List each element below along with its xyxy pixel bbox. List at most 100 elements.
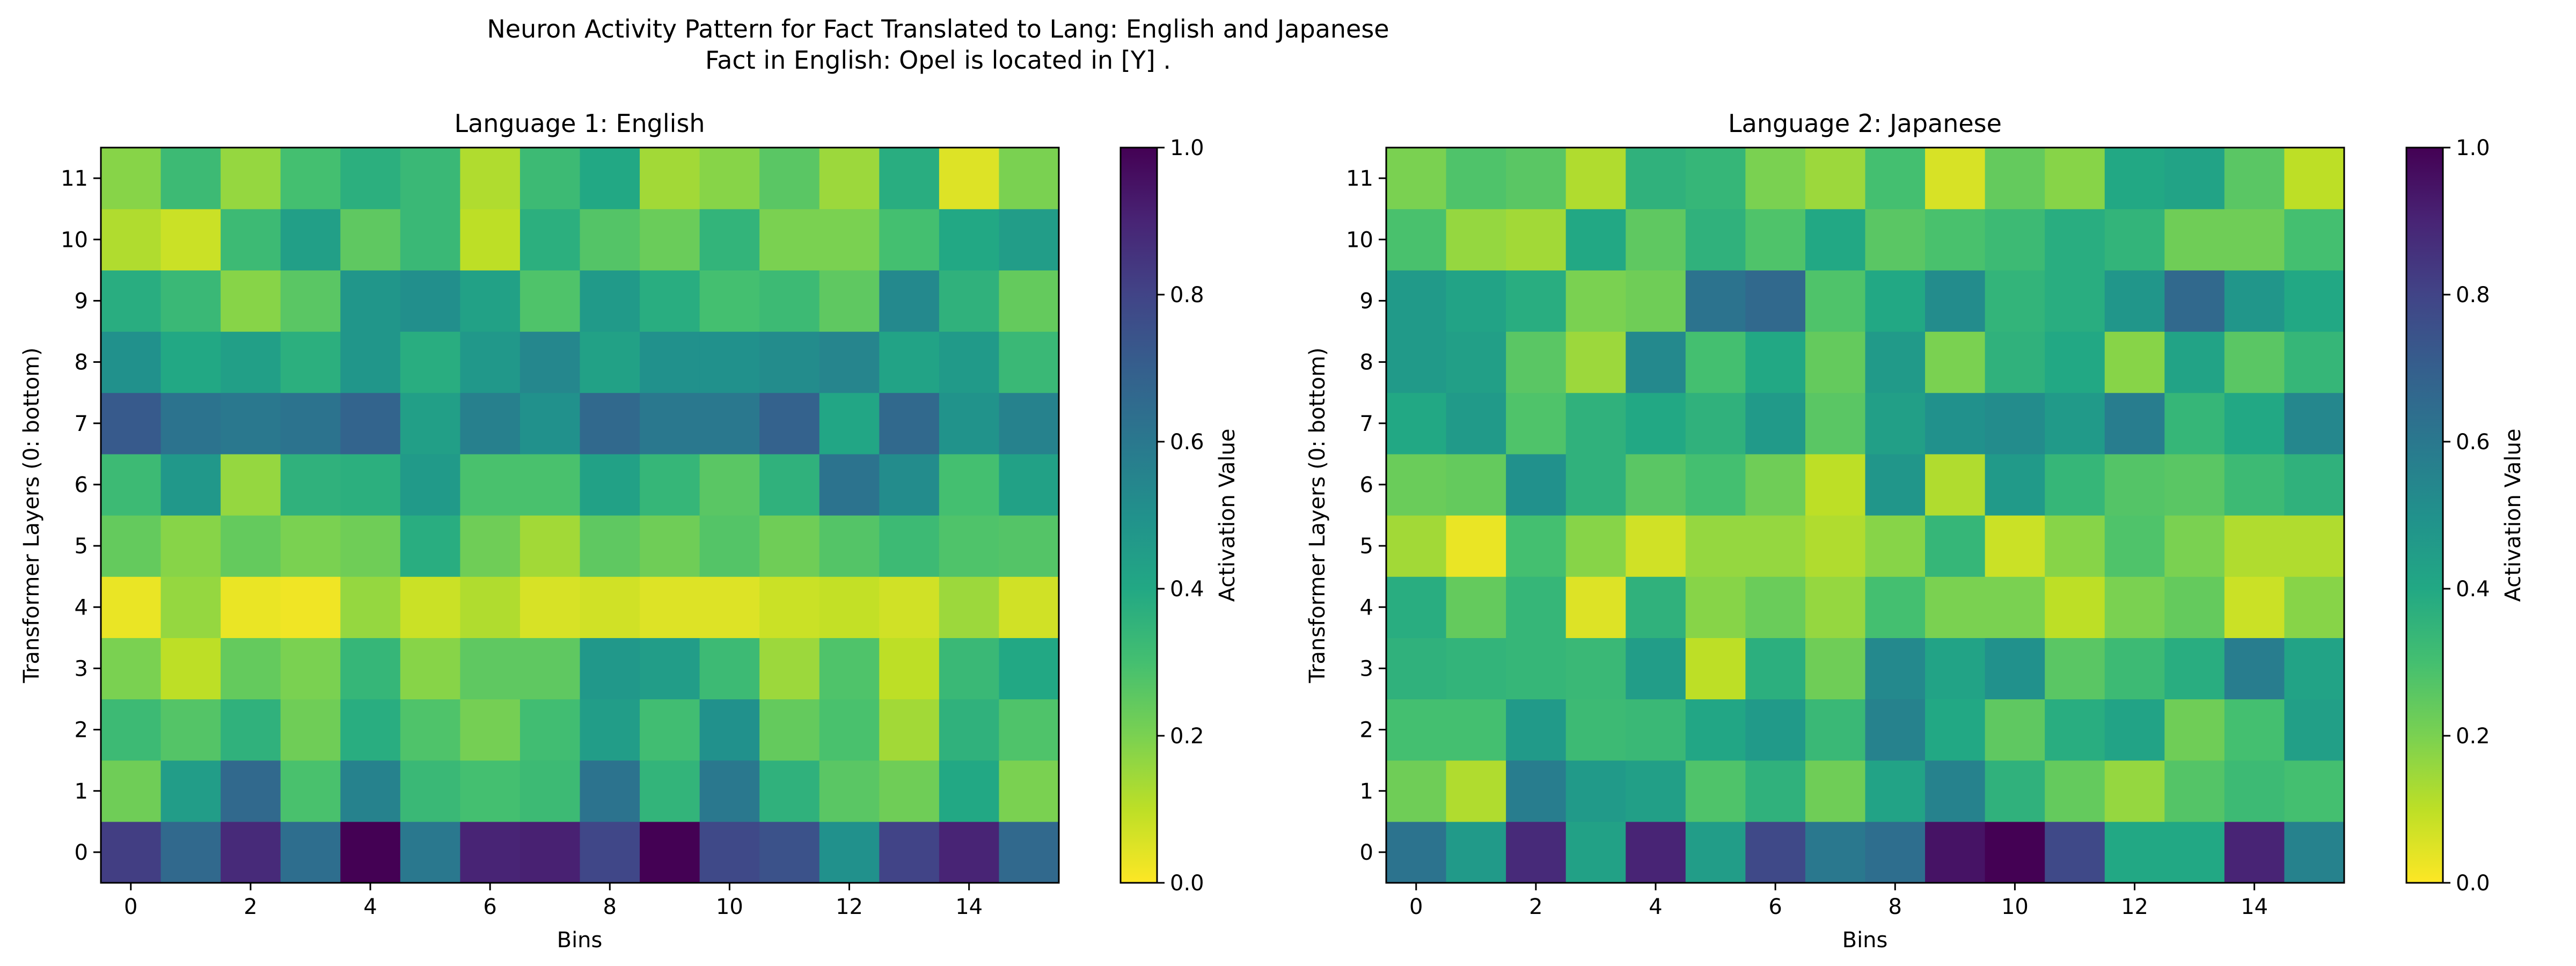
japanese-cell-layer-6-bin-9 [1925,453,1986,516]
english-cell-layer-2-bin-14 [939,699,1000,761]
english-cell-layer-1-bin-10 [699,760,760,822]
english-cell-layer-4-bin-7 [519,576,581,638]
english-cell-layer-11-bin-11 [759,148,820,209]
japanese-cell-layer-10-bin-0 [1386,209,1447,270]
japanese-x-tick-label: 6 [1768,895,1782,919]
panel-japanese: Language 2: Japanese 0 2 4 6 8 10 12 14 0123456… [1305,109,2526,953]
english-cell-layer-1-bin-3 [280,760,341,822]
japanese-cell-layer-1-bin-1 [1446,760,1506,822]
english-cell-layer-1-bin-13 [879,760,940,822]
japanese-cell-layer-11-bin-0 [1386,148,1447,209]
japanese-cell-layer-8-bin-8 [1865,331,1926,393]
japanese-cell-layer-3-bin-10 [1985,638,2045,700]
english-cell-layer-8-bin-15 [999,331,1059,393]
japanese-cell-layer-7-bin-12 [2104,392,2165,455]
japanese-cell-layer-5-bin-9 [1925,515,1986,577]
japanese-cell-layer-5-bin-11 [2045,515,2105,577]
japanese-cell-layer-3-bin-3 [1565,638,1626,700]
japanese-y-tick-label: 3 [1360,656,1373,681]
japanese-cell-layer-10-bin-3 [1565,209,1626,270]
english-cell-layer-7-bin-12 [819,392,880,455]
japanese-cell-layer-2-bin-5 [1685,699,1746,761]
english-cell-layer-5-bin-13 [879,515,940,577]
japanese-cell-layer-3-bin-12 [2104,638,2165,700]
japanese-cell-layer-11-bin-5 [1685,148,1746,209]
figure-title-line-1: Neuron Activity Pattern for Fact Transla… [487,14,1389,43]
english-cell-layer-0-bin-4 [340,821,401,883]
japanese-cell-layer-8-bin-9 [1925,331,1986,393]
english-cell-layer-5-bin-10 [699,515,760,577]
panel-japanese-frame [1385,147,2345,884]
japanese-cell-layer-10-bin-2 [1506,209,1567,270]
english-cell-layer-8-bin-5 [400,331,460,393]
japanese-cell-layer-0-bin-4 [1626,821,1686,883]
english-cell-layer-7-bin-11 [759,392,820,455]
english-cell-layer-4-bin-13 [879,576,940,638]
english-cell-layer-0-bin-12 [819,821,880,883]
english-cell-layer-2-bin-2 [221,699,281,761]
english-cell-layer-8-bin-7 [519,331,581,393]
english-cell-layer-1-bin-2 [221,760,281,822]
japanese-cell-layer-1-bin-11 [2045,760,2105,822]
japanese-cell-layer-11-bin-1 [1446,148,1506,209]
english-cell-layer-11-bin-0 [101,148,162,209]
japanese-cell-layer-11-bin-2 [1506,148,1567,209]
english-cell-layer-5-bin-11 [759,515,820,577]
panel-japanese-colorbar-ticks: 0.0 0.2 0.4 0.6 0.8 1.0 [2443,136,2490,896]
japanese-cell-layer-1-bin-14 [2224,760,2285,822]
english-cell-layer-5-bin-4 [340,515,401,577]
english-cell-layer-8-bin-2 [221,331,281,393]
japanese-cell-layer-7-bin-10 [1985,392,2045,455]
english-cell-layer-5-bin-6 [460,515,521,577]
english-cell-layer-3-bin-0 [101,638,162,700]
japanese-cell-layer-8-bin-15 [2284,331,2345,393]
english-cell-layer-11-bin-1 [160,148,221,209]
japanese-cell-layer-6-bin-0 [1386,453,1447,516]
japanese-cell-layer-9-bin-9 [1925,270,1986,332]
japanese-cell-layer-7-bin-6 [1745,392,1806,455]
japanese-cell-layer-10-bin-12 [2104,209,2165,270]
japanese-cell-layer-3-bin-8 [1865,638,1926,700]
english-cell-layer-0-bin-5 [400,821,460,883]
japanese-cell-layer-10-bin-14 [2224,209,2285,270]
japanese-cell-layer-3-bin-5 [1685,638,1746,700]
japanese-cell-layer-0-bin-0 [1386,821,1447,883]
panel-english-colorbar-gradient [1119,147,1158,884]
english-cell-layer-6-bin-6 [460,453,521,516]
japanese-cell-layer-9-bin-1 [1446,270,1506,332]
japanese-cell-layer-8-bin-4 [1626,331,1686,393]
japanese-x-tick-label: 14 [2241,895,2268,919]
japanese-colorbar-tick-label: 0.0 [2456,871,2490,896]
japanese-x-tick-label: 2 [1529,895,1542,919]
japanese-cell-layer-3-bin-1 [1446,638,1506,700]
english-cell-layer-7-bin-2 [221,392,281,455]
english-cell-layer-11-bin-6 [460,148,521,209]
japanese-cell-layer-5-bin-2 [1506,515,1567,577]
english-cell-layer-4-bin-12 [819,576,880,638]
english-cell-layer-6-bin-15 [999,453,1059,516]
english-cell-layer-3-bin-1 [160,638,221,700]
japanese-cell-layer-7-bin-7 [1805,392,1866,455]
english-cell-layer-7-bin-1 [160,392,221,455]
japanese-cell-layer-0-bin-9 [1925,821,1986,883]
japanese-cell-layer-9-bin-4 [1626,270,1686,332]
japanese-cell-layer-6-bin-14 [2224,453,2285,516]
japanese-cell-layer-0-bin-11 [2045,821,2105,883]
english-cell-layer-0-bin-3 [280,821,341,883]
english-cell-layer-9-bin-1 [160,270,221,332]
japanese-cell-layer-8-bin-7 [1805,331,1866,393]
japanese-cell-layer-7-bin-11 [2045,392,2105,455]
english-cell-layer-0-bin-1 [160,821,221,883]
english-cell-layer-5-bin-8 [580,515,640,577]
japanese-cell-layer-7-bin-0 [1386,392,1447,455]
english-y-tick-label: 10 [61,228,88,252]
japanese-cell-layer-5-bin-0 [1386,515,1447,577]
japanese-cell-layer-9-bin-15 [2284,270,2345,332]
japanese-cell-layer-0-bin-5 [1685,821,1746,883]
japanese-cell-layer-11-bin-4 [1626,148,1686,209]
english-y-tick-label: 1 [75,779,88,804]
japanese-cell-layer-1-bin-4 [1626,760,1686,822]
english-cell-layer-1-bin-15 [999,760,1059,822]
english-cell-layer-5-bin-15 [999,515,1059,577]
panel-japanese-colorbar: 0.0 0.2 0.4 0.6 0.8 1.0 Activation Value [2405,136,2526,896]
